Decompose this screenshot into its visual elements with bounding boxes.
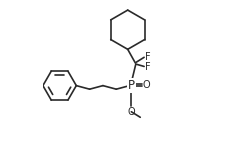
Text: P: P [128,79,135,92]
Text: O: O [143,80,150,90]
Text: F: F [145,62,151,73]
Text: O: O [128,107,135,117]
Text: F: F [145,52,151,62]
